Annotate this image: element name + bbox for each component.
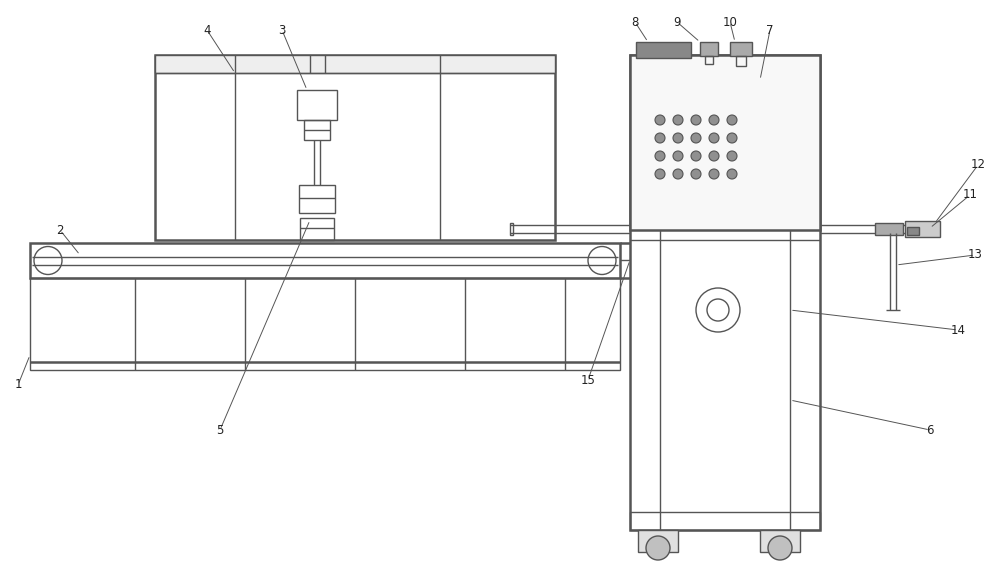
Bar (155, 55, 555, 240)
Bar (907, 227, 919, 235)
Circle shape (727, 151, 737, 161)
Circle shape (691, 169, 701, 179)
Bar (304, 120, 330, 140)
Bar (300, 218, 334, 240)
Text: 12: 12 (970, 159, 986, 171)
Text: 10: 10 (723, 16, 737, 28)
Circle shape (655, 151, 665, 161)
Bar (630, 55, 820, 530)
Bar (299, 185, 335, 213)
Circle shape (727, 133, 737, 143)
Text: 7: 7 (766, 24, 774, 36)
Circle shape (709, 115, 719, 125)
Circle shape (727, 169, 737, 179)
Text: 1: 1 (14, 379, 22, 392)
Bar (510, 223, 513, 235)
Text: 15: 15 (581, 373, 595, 387)
Bar (638, 530, 678, 552)
Bar (736, 56, 746, 66)
Circle shape (655, 133, 665, 143)
Text: 2: 2 (56, 223, 64, 237)
Circle shape (709, 169, 719, 179)
Circle shape (673, 133, 683, 143)
Bar (730, 42, 752, 56)
Bar (636, 42, 691, 58)
Circle shape (709, 133, 719, 143)
Bar (905, 221, 940, 237)
Text: 6: 6 (926, 424, 934, 436)
Text: 4: 4 (203, 24, 211, 36)
Bar (30, 243, 620, 278)
Circle shape (673, 115, 683, 125)
Text: 5: 5 (216, 424, 224, 436)
Circle shape (646, 536, 670, 560)
Text: 3: 3 (278, 24, 286, 36)
Bar (630, 55, 820, 230)
Text: 13: 13 (968, 249, 982, 261)
Bar (700, 42, 718, 56)
Text: 9: 9 (673, 16, 681, 28)
Circle shape (709, 151, 719, 161)
Circle shape (691, 115, 701, 125)
Bar (630, 512, 820, 530)
Circle shape (727, 115, 737, 125)
Bar (297, 90, 337, 120)
Circle shape (673, 151, 683, 161)
Bar (760, 530, 800, 552)
Text: 11: 11 (962, 189, 978, 201)
Bar (875, 223, 903, 235)
Bar (30, 278, 620, 370)
Circle shape (655, 115, 665, 125)
Circle shape (673, 169, 683, 179)
Bar (155, 55, 555, 73)
Circle shape (655, 169, 665, 179)
Circle shape (691, 133, 701, 143)
Text: 14: 14 (950, 324, 966, 336)
Text: 8: 8 (631, 16, 639, 28)
Circle shape (768, 536, 792, 560)
Bar (705, 56, 713, 64)
Circle shape (691, 151, 701, 161)
